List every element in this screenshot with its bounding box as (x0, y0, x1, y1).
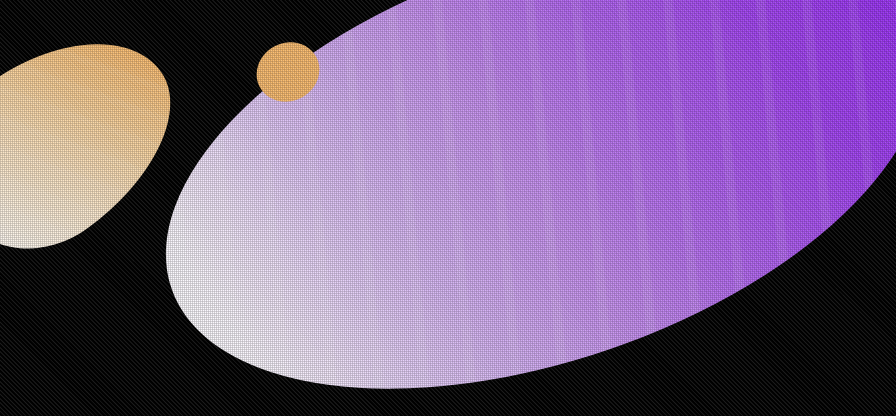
large-purple-ellipse (106, 0, 896, 416)
